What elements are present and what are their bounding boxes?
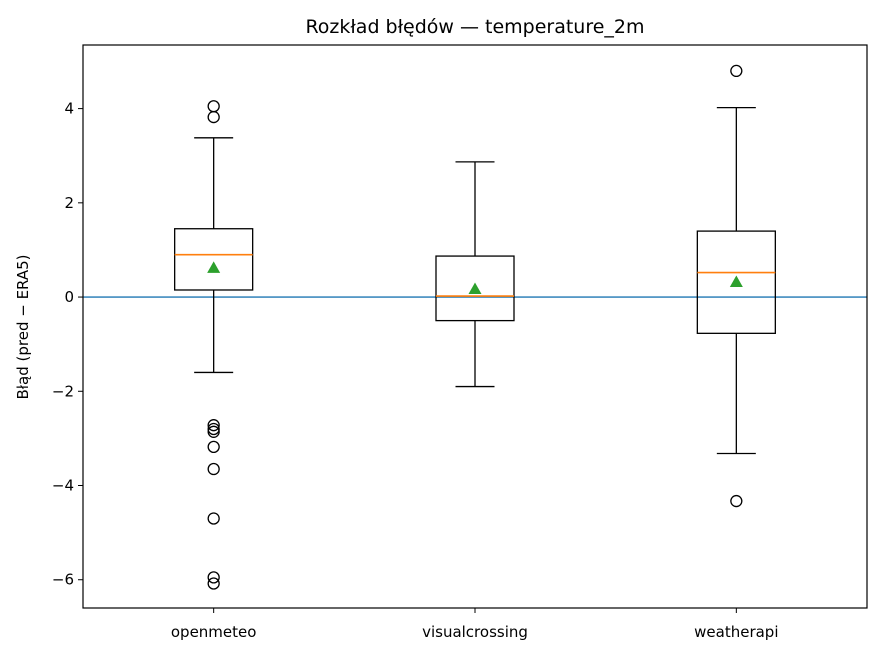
y-tick-label: 4 bbox=[64, 100, 74, 118]
y-axis-label: Błąd (pred − ERA5) bbox=[14, 254, 32, 399]
outlier-point bbox=[207, 419, 220, 432]
outlier-point bbox=[207, 577, 220, 590]
mean-marker bbox=[468, 282, 482, 295]
iqr-box bbox=[174, 228, 254, 291]
plot-area: −6 −4 −2 0 2 4 openmeteo visualcrossing weathera… bbox=[52, 64, 867, 641]
y-tick-label: −4 bbox=[52, 477, 74, 495]
box-weatherapi bbox=[696, 64, 776, 508]
mean-marker bbox=[729, 275, 743, 287]
y-tick-label: −2 bbox=[52, 382, 74, 400]
outlier-point bbox=[207, 571, 220, 584]
outlier-point bbox=[207, 512, 220, 525]
mean-marker bbox=[207, 261, 221, 273]
outlier-point bbox=[207, 462, 220, 476]
y-tick-label: 2 bbox=[64, 194, 74, 212]
iqr-box bbox=[435, 255, 515, 322]
x-tick-label: weatherapi bbox=[694, 623, 778, 641]
outlier-point bbox=[207, 110, 220, 124]
outlier-point bbox=[207, 440, 220, 454]
outlier-point bbox=[730, 494, 743, 508]
y-tick-label: −6 bbox=[52, 571, 74, 589]
x-tick-label: openmeteo bbox=[171, 623, 257, 641]
outlier-point bbox=[207, 422, 220, 436]
y-tick-label: 0 bbox=[64, 288, 74, 306]
outlier-point bbox=[730, 64, 743, 78]
x-tick-label: visualcrossing bbox=[422, 623, 528, 641]
outlier-point bbox=[207, 425, 220, 438]
chart-title: Rozkład błędów — temperature_2m bbox=[305, 16, 644, 38]
box-openmeteo bbox=[174, 100, 254, 590]
iqr-box bbox=[696, 230, 776, 334]
axes-frame bbox=[82, 44, 868, 609]
box-visualcrossing bbox=[435, 161, 515, 388]
